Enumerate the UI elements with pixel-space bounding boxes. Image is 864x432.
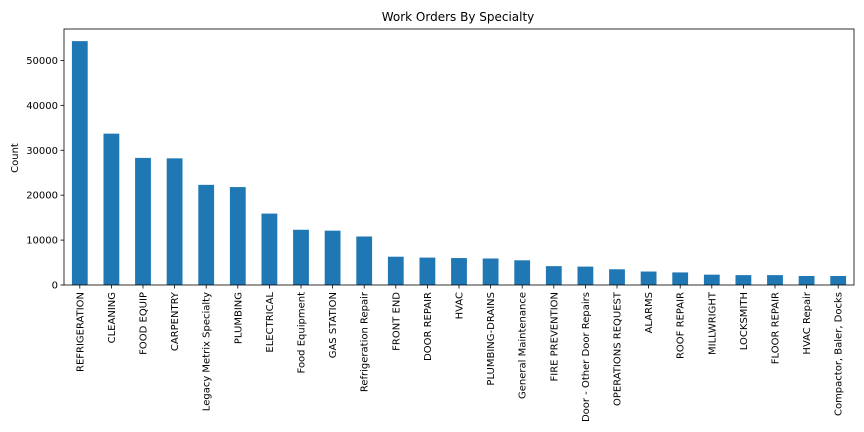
x-tick-label: MILLWRIGHT — [707, 291, 718, 355]
bar — [71, 41, 88, 285]
plot-frame — [63, 28, 855, 286]
x-tick-label: GAS STATION — [328, 292, 339, 358]
bar — [767, 275, 783, 285]
bar — [356, 236, 373, 285]
x-tick-label: CLEANING — [107, 292, 118, 343]
bars-group — [71, 41, 847, 285]
x-axis: REFRIGERATION CLEANING FOOD EQUIP CARPENTRY… — [75, 285, 845, 422]
x-tick-label: Food Equipment — [297, 292, 308, 374]
y-tick-label: 40000 — [26, 101, 58, 112]
x-tick-label: Door - Other Door Repairs — [581, 292, 592, 422]
bar — [672, 272, 689, 285]
bar — [387, 256, 404, 285]
x-tick-label: Legacy Metrix Specialty — [202, 292, 213, 411]
y-axis-label: Count — [10, 143, 21, 173]
bar — [261, 213, 278, 285]
x-tick-label: FOOD EQUIP — [139, 292, 150, 355]
bar — [640, 271, 657, 285]
x-tick-label: CARPENTRY — [170, 291, 181, 351]
y-tick-label: 0 — [52, 281, 58, 292]
x-tick-label: FLOOR REPAIR — [771, 292, 782, 364]
bar — [135, 157, 151, 285]
x-tick-label: OPERATIONS REQUEST — [613, 291, 624, 406]
bar — [166, 158, 183, 285]
bar — [830, 276, 847, 285]
x-tick-label: PLUMBING — [233, 292, 244, 344]
bar — [609, 269, 625, 285]
x-tick-label: ELECTRICAL — [265, 292, 276, 353]
bar — [103, 133, 120, 285]
x-tick-label: HVAC Repair — [802, 291, 813, 354]
x-tick-label: PLUMBING-DRAINS — [486, 292, 497, 386]
bar — [577, 266, 594, 285]
chart-title: Work Orders By Specialty — [382, 10, 535, 24]
x-tick-label: LOCKSMITH — [739, 292, 750, 350]
bar — [482, 258, 499, 285]
x-tick-label: General Maintenance — [518, 292, 529, 399]
x-tick-label: Compactor, Baler, Docks — [834, 292, 845, 416]
x-tick-label: DOOR REPAIR — [423, 292, 434, 361]
y-tick-label: 20000 — [26, 191, 58, 202]
x-tick-label: ALARMS — [644, 292, 655, 333]
bar — [514, 260, 531, 285]
y-tick-label: 50000 — [26, 56, 58, 67]
x-tick-label: FIRE PREVENTION — [549, 292, 560, 382]
bar — [451, 258, 467, 285]
bar — [419, 257, 436, 285]
x-tick-label: ROOF REPAIR — [676, 292, 687, 359]
y-tick-label: 10000 — [26, 236, 58, 247]
bar — [324, 230, 341, 285]
x-tick-label: REFRIGERATION — [75, 292, 86, 372]
bar — [703, 274, 720, 285]
bar — [545, 266, 562, 285]
bar — [229, 187, 246, 285]
y-axis: 0 10000 20000 30000 40000 50000 — [26, 56, 64, 292]
x-tick-label: Refrigeration Repair — [360, 291, 371, 392]
bar — [198, 184, 215, 285]
x-tick-label: FRONT END — [391, 292, 402, 351]
y-tick-label: 30000 — [26, 146, 58, 157]
bar — [293, 229, 309, 285]
x-tick-label: HVAC — [455, 292, 466, 319]
bar — [798, 276, 815, 285]
bar — [735, 275, 752, 285]
